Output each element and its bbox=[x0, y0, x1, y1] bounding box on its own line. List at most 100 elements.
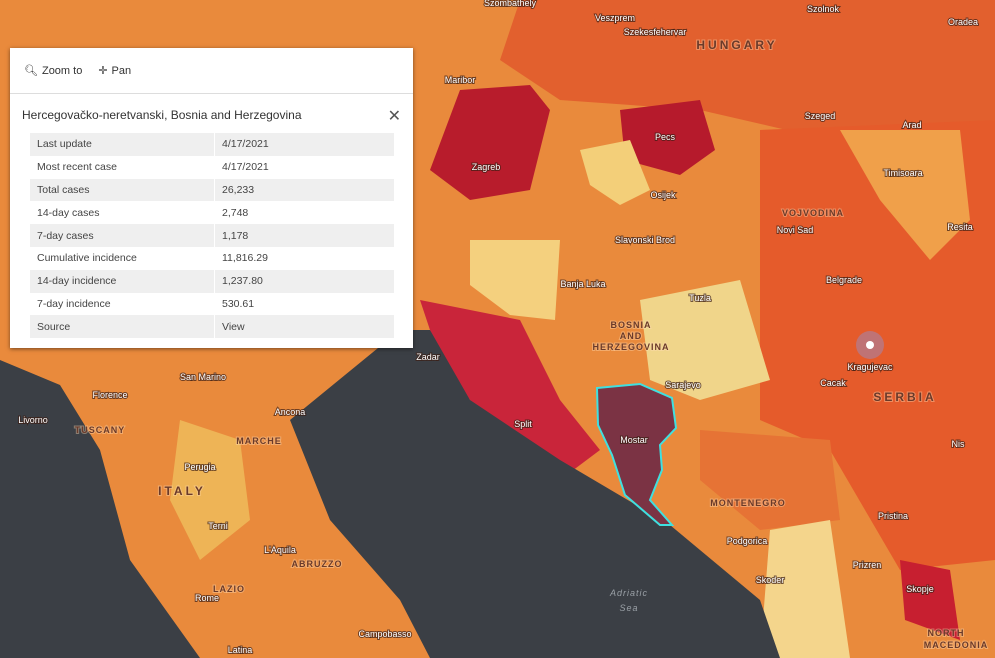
region bbox=[640, 280, 770, 400]
zoom-to-button[interactable]: 🔍︎ Zoom to bbox=[24, 64, 83, 78]
attribute-name: Most recent case bbox=[30, 155, 215, 179]
region bbox=[470, 240, 560, 320]
toolbar: 🔍︎ Zoom to ✛ Pan bbox=[10, 48, 413, 94]
selected-region[interactable] bbox=[595, 382, 678, 526]
region bbox=[420, 300, 600, 480]
attribute-name: 7-day incidence bbox=[30, 292, 215, 316]
map-label: TUSCANY bbox=[75, 425, 126, 435]
attribute-name: Last update bbox=[30, 133, 215, 156]
attribute-row: Most recent case 4/17/2021 bbox=[30, 155, 394, 179]
map-label: Zagreb bbox=[472, 162, 501, 172]
attribute-value: 4/17/2021 bbox=[222, 161, 269, 174]
attribute-row: 14-day cases 2,748 bbox=[30, 201, 394, 225]
map-label: Resita bbox=[947, 222, 973, 232]
map-label: Zadar bbox=[416, 352, 440, 362]
map-label: Belgrade bbox=[826, 275, 862, 285]
map-label: Terni bbox=[208, 521, 228, 531]
map-label: Perugia bbox=[184, 462, 215, 472]
map-label: AND bbox=[620, 331, 643, 341]
attribute-value: 1,178 bbox=[214, 224, 394, 247]
map-label: Novi Sad bbox=[777, 225, 814, 235]
map-label: L'Aquila bbox=[264, 545, 296, 555]
close-button[interactable]: ✕ bbox=[387, 108, 401, 125]
sea bbox=[290, 330, 780, 658]
map-label: Szombathely bbox=[484, 0, 537, 8]
attribute-name: Source bbox=[30, 315, 215, 339]
map-label: Skoder bbox=[756, 575, 785, 585]
pan-button[interactable]: ✛ Pan bbox=[98, 64, 132, 78]
map-label: San Marino bbox=[180, 372, 226, 382]
map-label: BOSNIA bbox=[610, 320, 651, 330]
attribute-value: 26,233 bbox=[214, 178, 394, 202]
map-label: Sea bbox=[619, 603, 638, 613]
map-label: Latina bbox=[228, 645, 253, 655]
map-label: Skopje bbox=[906, 584, 934, 594]
attribute-name: 14-day incidence bbox=[30, 269, 215, 293]
attribute-value: 1,237.80 bbox=[214, 269, 394, 293]
location-dot bbox=[866, 341, 874, 349]
sea bbox=[0, 360, 200, 658]
map-label: Florence bbox=[92, 390, 127, 400]
map-label: Livorno bbox=[18, 415, 48, 425]
map-label: Slavonski Brod bbox=[615, 235, 675, 245]
map-label: Banja Luka bbox=[560, 279, 605, 289]
map-label: Cacak bbox=[820, 378, 846, 388]
map-label: ITALY bbox=[158, 484, 206, 498]
region bbox=[760, 520, 850, 658]
map-label: Kragujevac bbox=[847, 362, 893, 372]
map-label: MONTENEGRO bbox=[710, 498, 786, 508]
map-label: Tuzla bbox=[689, 293, 711, 303]
attribute-row: Last update 4/17/2021 bbox=[30, 133, 394, 156]
map-label: Split bbox=[514, 419, 532, 429]
attribute-name: 7-day cases bbox=[30, 224, 215, 247]
popup-title: Hercegovačko-neretvanski, Bosnia and Her… bbox=[22, 108, 302, 122]
map-label: Szeged bbox=[805, 111, 836, 121]
region bbox=[430, 85, 550, 200]
map-label: Pecs bbox=[655, 132, 676, 142]
map-label: Szolnok bbox=[807, 4, 840, 14]
region bbox=[840, 130, 970, 260]
region bbox=[700, 430, 840, 530]
map-label: SERBIA bbox=[873, 390, 936, 404]
attribute-value[interactable]: View bbox=[214, 315, 394, 339]
map-label: MARCHE bbox=[236, 436, 282, 446]
map-label: Arad bbox=[902, 120, 921, 130]
map-label: Sarajevo bbox=[665, 380, 701, 390]
attribute-row: Total cases 26,233 bbox=[30, 178, 394, 202]
map-label: HUNGARY bbox=[696, 38, 777, 52]
map-label: Timisoara bbox=[883, 168, 922, 178]
map-label: NORTH bbox=[928, 628, 965, 638]
attribute-value: 530.61 bbox=[222, 297, 255, 310]
attribute-row: 7-day incidence 530.61 bbox=[30, 292, 394, 316]
attribute-row: Cumulative incidence 11,816.29 bbox=[30, 246, 394, 270]
map-label: Rome bbox=[195, 593, 219, 603]
attribute-name: 14-day cases bbox=[30, 201, 215, 225]
popup: 🔍︎ Zoom to ✛ Pan Hercegovačko-neretvanski,… bbox=[10, 48, 413, 348]
map-label: ABRUZZO bbox=[292, 559, 343, 569]
attribute-name: Cumulative incidence bbox=[30, 246, 215, 270]
region bbox=[500, 0, 995, 140]
map-label: Nis bbox=[952, 439, 965, 449]
map-label: HERZEGOVINA bbox=[592, 342, 669, 352]
map-label: Ancona bbox=[275, 407, 306, 417]
map-label: LAZIO bbox=[213, 584, 245, 594]
attribute-row: 7-day cases 1,178 bbox=[30, 224, 394, 247]
zoom-label: Zoom to bbox=[41, 64, 83, 77]
map-label: MACEDONIA bbox=[924, 640, 989, 650]
map-label: Osijek bbox=[650, 190, 676, 200]
region bbox=[900, 560, 960, 640]
map-label: Pristina bbox=[878, 511, 908, 521]
map-label: Maribor bbox=[445, 75, 476, 85]
map-label: Oradea bbox=[948, 17, 978, 27]
map-label: Szekesfehervar bbox=[624, 27, 687, 37]
attribute-value: 11,816.29 bbox=[222, 252, 268, 265]
attribute-row: 14-day incidence 1,237.80 bbox=[30, 269, 394, 293]
attribute-table: Last update 4/17/2021 Most recent case 4/17… bbox=[30, 133, 394, 339]
map-label: Adriatic bbox=[609, 588, 648, 598]
attribute-row: Source View bbox=[30, 315, 394, 339]
map-label: Veszprem bbox=[595, 13, 635, 23]
map-label: Prizren bbox=[853, 560, 882, 570]
attribute-value: 2,748 bbox=[222, 206, 249, 219]
